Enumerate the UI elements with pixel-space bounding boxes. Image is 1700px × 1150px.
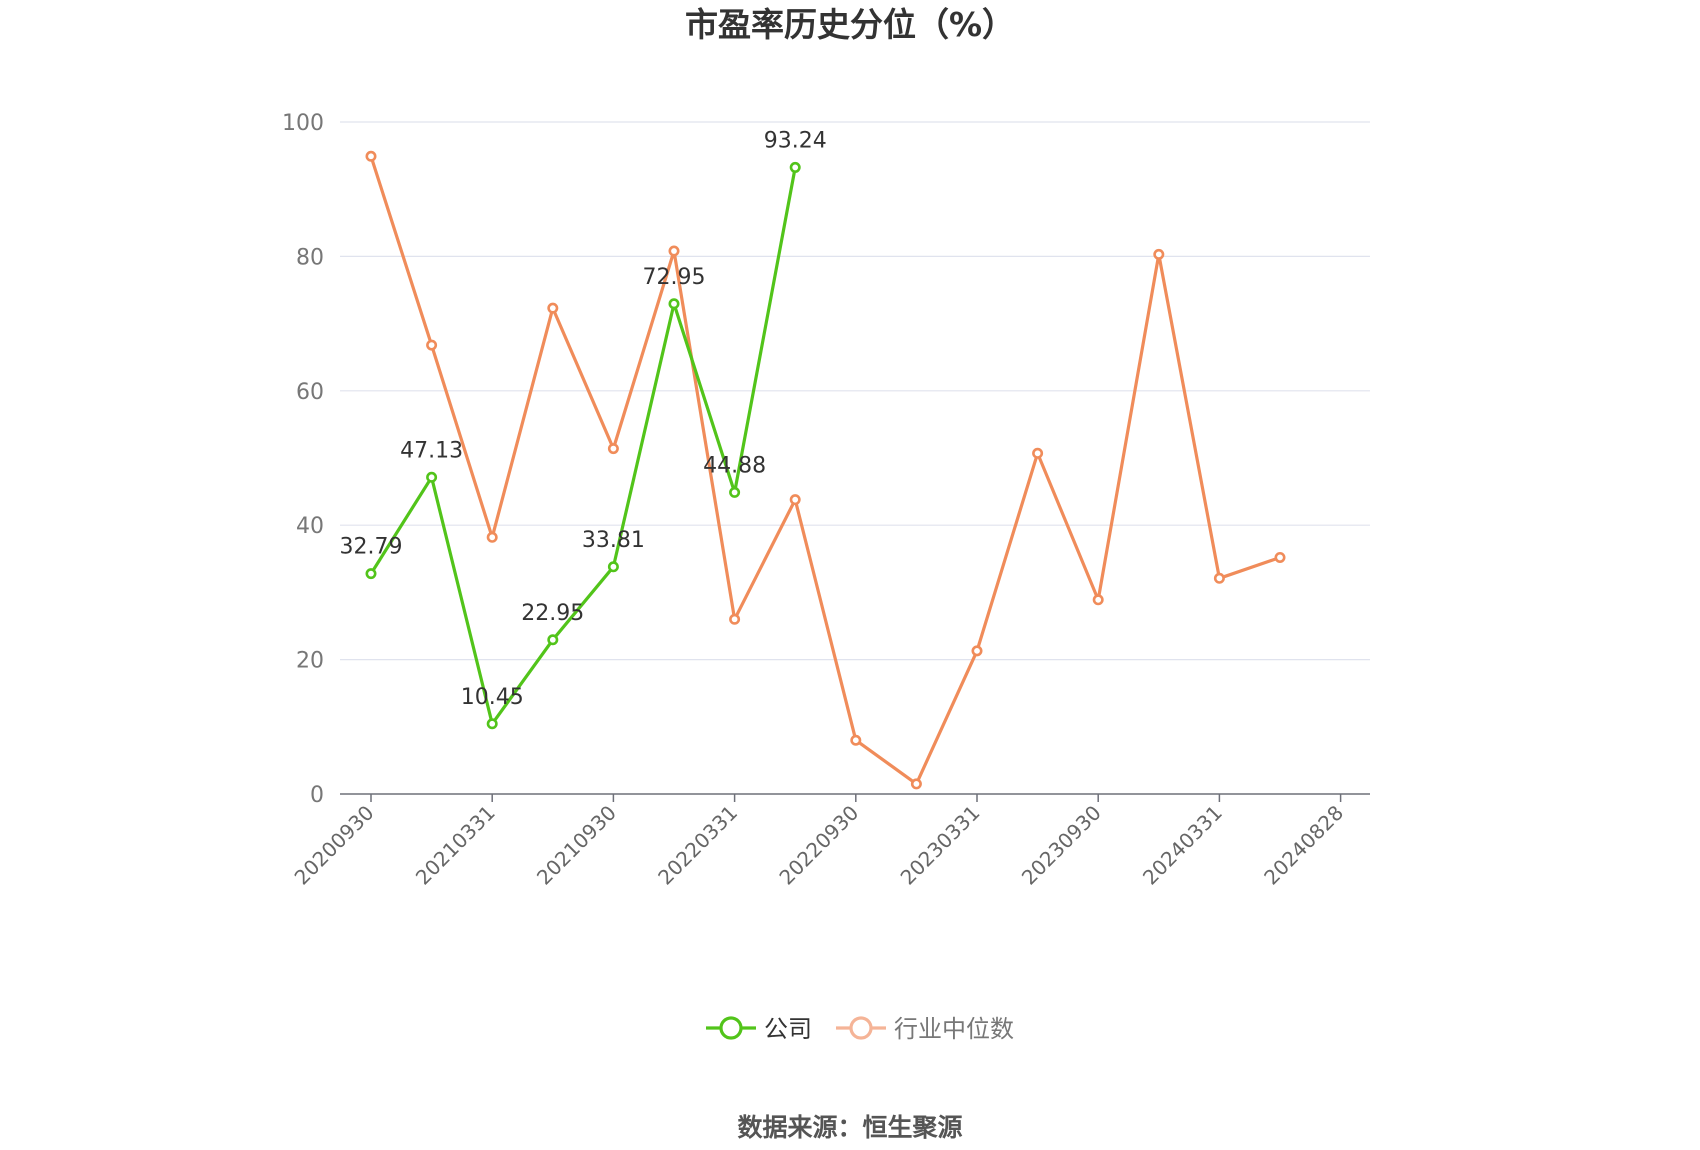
data-point[interactable]: [365, 150, 377, 162]
y-tick-label: 40: [296, 514, 324, 539]
data-point[interactable]: [1274, 551, 1286, 563]
data-point[interactable]: [365, 568, 377, 580]
legend-swatch-marker: [719, 1016, 743, 1040]
legend-label: 公司: [764, 1015, 812, 1043]
series-line: [369, 167, 797, 726]
data-point[interactable]: [1092, 594, 1104, 606]
x-tick-label: 20210331: [411, 801, 500, 890]
data-label: 93.24: [764, 128, 827, 153]
y-tick-label: 80: [296, 245, 324, 270]
x-tick-label: 20240828: [1259, 801, 1348, 890]
axes: 0 20 40 60 80 100 20200930 20210331 20210930 2022…: [282, 111, 1370, 890]
data-label: 32.79: [340, 535, 403, 560]
data-point[interactable]: [607, 443, 619, 455]
data-point[interactable]: [910, 778, 922, 790]
data-point[interactable]: [668, 298, 680, 310]
chart-title: 市盈率历史分位（%）: [685, 5, 1015, 44]
x-tick-label: 20230331: [896, 801, 985, 890]
grid: [340, 121, 1370, 661]
x-tick-label: 20220331: [653, 801, 742, 890]
x-tick-label: 20230930: [1017, 801, 1106, 890]
legend[interactable]: 公司 行业中位数: [706, 1015, 1014, 1043]
y-tick-label: 0: [310, 783, 324, 808]
x-tick-label: 20240331: [1138, 801, 1227, 890]
data-point[interactable]: [486, 531, 498, 543]
data-point[interactable]: [1032, 447, 1044, 459]
legend-label: 行业中位数: [894, 1015, 1014, 1043]
data-point[interactable]: [789, 161, 801, 173]
data-label: 33.81: [582, 528, 645, 553]
data-label: 10.45: [461, 685, 524, 710]
data-point[interactable]: [426, 339, 438, 351]
y-tick-label: 20: [296, 649, 324, 674]
data-point[interactable]: [1213, 572, 1225, 584]
series-company: [365, 161, 801, 730]
data-labels: 32.79 47.13 10.45 22.95 33.81 72.95 44.88 93.24: [340, 128, 827, 709]
legend-item-company[interactable]: 公司: [706, 1015, 812, 1043]
data-label: 22.95: [521, 601, 584, 626]
data-point[interactable]: [486, 718, 498, 730]
y-tick-label: 100: [282, 111, 324, 136]
source-note: 数据来源：恒生聚源: [737, 1113, 962, 1142]
data-point[interactable]: [729, 613, 741, 625]
data-point[interactable]: [426, 471, 438, 483]
data-point[interactable]: [668, 245, 680, 257]
data-point[interactable]: [1153, 248, 1165, 260]
x-tick-label: 20210930: [532, 801, 621, 890]
legend-swatch-marker: [849, 1016, 873, 1040]
series-industry-median: [365, 150, 1286, 790]
data-point[interactable]: [547, 634, 559, 646]
data-label: 72.95: [643, 265, 706, 290]
data-point[interactable]: [789, 494, 801, 506]
x-tick-label: 20220930: [774, 801, 863, 890]
data-point[interactable]: [729, 486, 741, 498]
series-line: [369, 155, 1281, 786]
y-tick-label: 60: [296, 380, 324, 405]
data-label: 47.13: [400, 438, 463, 463]
data-point[interactable]: [971, 645, 983, 657]
legend-item-industry-median[interactable]: 行业中位数: [836, 1015, 1014, 1043]
data-point[interactable]: [850, 734, 862, 746]
data-label: 44.88: [703, 453, 766, 478]
x-tick-label: 20200930: [290, 801, 379, 890]
data-point[interactable]: [547, 302, 559, 314]
data-point[interactable]: [607, 561, 619, 573]
series-layer: [365, 150, 1286, 790]
